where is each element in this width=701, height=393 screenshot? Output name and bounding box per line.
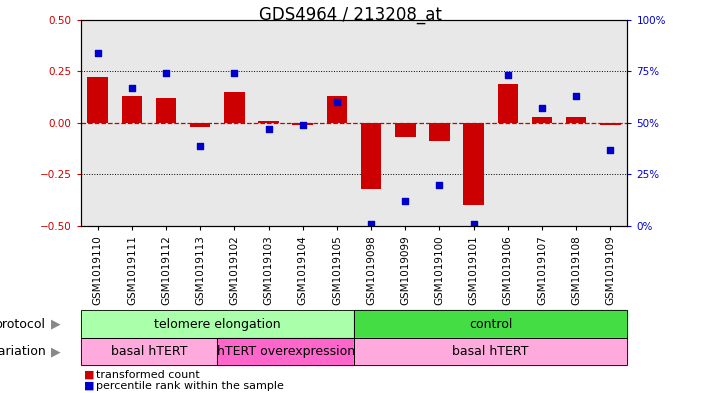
Bar <box>395 123 416 137</box>
Bar <box>88 77 108 123</box>
Bar <box>531 117 552 123</box>
Point <box>297 122 308 128</box>
Text: ■: ■ <box>84 381 95 391</box>
Point <box>161 70 172 76</box>
Point <box>92 50 103 56</box>
Text: hTERT overexpression: hTERT overexpression <box>217 345 355 358</box>
Point <box>468 221 479 227</box>
Point <box>332 99 343 105</box>
Text: basal hTERT: basal hTERT <box>452 345 529 358</box>
Text: GDS4964 / 213208_at: GDS4964 / 213208_at <box>259 6 442 24</box>
Bar <box>498 84 518 123</box>
Text: genotype/variation: genotype/variation <box>0 345 46 358</box>
Text: ▶: ▶ <box>50 345 60 358</box>
Bar <box>190 123 210 127</box>
Bar <box>600 123 620 125</box>
Point <box>400 198 411 204</box>
Bar <box>361 123 381 189</box>
Text: telomere elongation: telomere elongation <box>154 318 280 331</box>
Bar <box>156 98 176 123</box>
Bar <box>327 96 347 123</box>
Bar <box>463 123 484 205</box>
Bar <box>292 123 313 125</box>
Text: basal hTERT: basal hTERT <box>111 345 187 358</box>
Point <box>263 126 274 132</box>
Point <box>229 70 240 76</box>
Bar <box>258 121 279 123</box>
Point <box>365 221 376 227</box>
Text: ▶: ▶ <box>50 318 60 331</box>
Text: control: control <box>469 318 512 331</box>
Point <box>605 147 616 153</box>
Text: ■: ■ <box>84 370 95 380</box>
Point <box>502 72 513 79</box>
Point <box>571 93 582 99</box>
Text: percentile rank within the sample: percentile rank within the sample <box>96 381 284 391</box>
Point <box>434 182 445 188</box>
Bar <box>429 123 450 141</box>
Point <box>126 84 137 91</box>
Bar <box>122 96 142 123</box>
Text: transformed count: transformed count <box>96 370 200 380</box>
Bar <box>566 117 586 123</box>
Bar <box>224 92 245 123</box>
Point <box>536 105 547 112</box>
Point <box>195 142 206 149</box>
Text: protocol: protocol <box>0 318 46 331</box>
